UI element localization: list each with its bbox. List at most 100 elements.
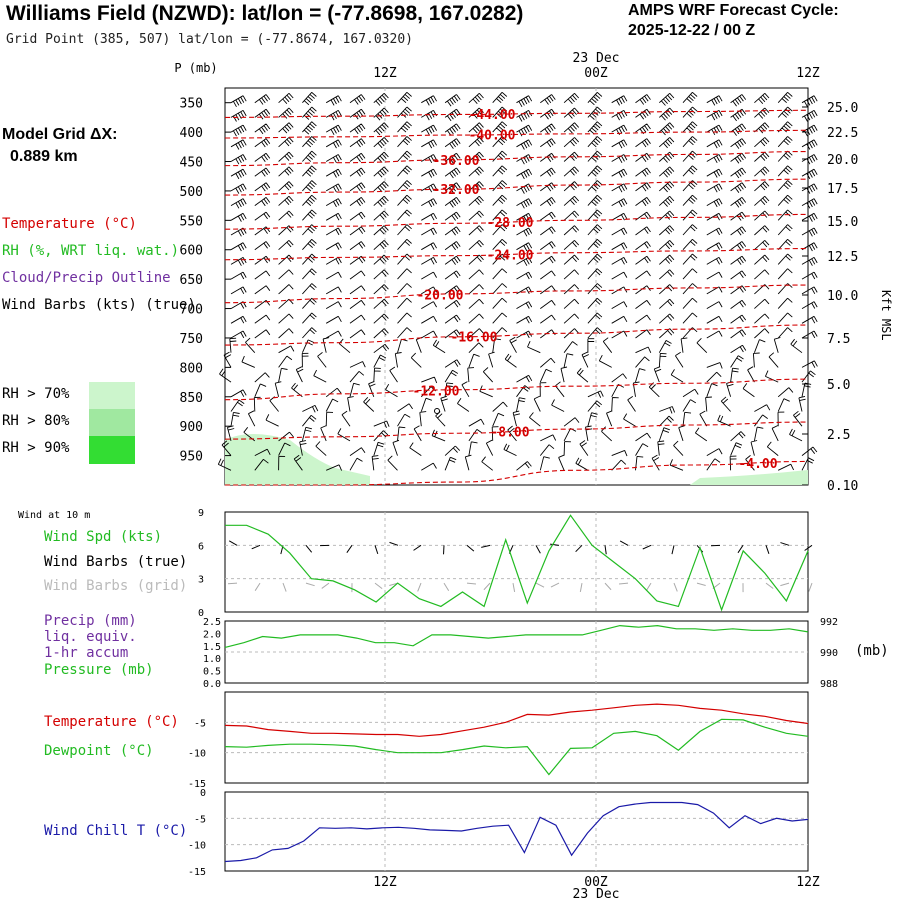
kft-tick-label: 5.0 [827,378,850,393]
wind-barb [230,271,247,280]
wind-barb [777,411,785,427]
wind-barb-grid [305,582,315,587]
wind-barb-true [374,545,379,555]
wind-barb [341,410,351,427]
wind-barb [468,181,484,192]
wind-barb [587,209,603,221]
wind-barb [302,136,317,148]
wind-barb-true [413,544,422,551]
grid-point-subtitle: Grid Point (385, 507) lat/lon = (-77.867… [6,32,413,47]
wind-barb [563,313,580,324]
wind-barb [492,209,508,221]
isotherm-label: -36.00 [433,154,480,169]
wind-barb [229,337,237,353]
wind-barb [611,449,628,457]
wind-barb [295,366,304,383]
wind-barb [397,136,412,148]
kft-tick-label: 25.0 [827,101,858,116]
wind-barb [527,341,541,354]
precip-tick-label: 0.0 [203,679,221,690]
wind-barb [635,255,651,265]
wind-barb-true [642,544,652,550]
wind-barb [516,257,533,266]
precip-tick-label: 1.5 [203,642,221,653]
pressure-tick-label: 600 [180,244,203,259]
wind-barb [302,414,317,427]
wind-barb [706,383,718,397]
wind-barb [349,94,366,105]
wind-barb [682,136,698,148]
wind-barb [397,413,411,427]
isotherm-label: -4.00 [738,457,777,472]
wind-barb [754,166,770,177]
wind-barb [682,91,698,104]
wind-barb-grid [808,582,813,592]
wind-barb [302,404,319,413]
wind-barb [635,346,652,354]
wind-barb [349,167,366,177]
wind-barb [254,108,271,120]
wind-barb [801,183,818,194]
wind-barb-true [671,545,675,555]
wind-barb [669,459,684,471]
wind-tick-label: 0 [198,608,204,619]
wind-barb [302,327,317,339]
wind-barb [611,168,628,178]
dewpoint-line [224,718,809,776]
wind-barb [658,225,675,236]
wind-barb [509,336,517,353]
wind-barb [371,455,379,471]
wind-barb [801,139,818,150]
wind-barb [801,242,818,252]
wind-barb [730,270,747,280]
wind-barb [221,440,232,456]
wind-barb [540,300,556,309]
wind-barb [730,211,747,221]
wind-barb [349,211,366,221]
wind-barb [754,328,770,339]
wind-barb [753,339,766,353]
wind-barb [421,139,437,149]
isotherm-label: -28.00 [487,216,534,231]
wind-barb [278,313,294,324]
wind-barb [468,92,484,104]
wind-barb [278,284,294,295]
wind-barb [278,151,294,162]
wind-barb [801,227,818,237]
wind-barb [516,461,532,471]
wind-barb [254,270,271,280]
wind-barb [658,269,675,280]
wind-barb [516,271,533,280]
wind-barb [488,351,495,368]
wind-barb [540,255,556,265]
wind-barb [492,412,505,427]
wind-barb [444,241,461,251]
wind-barb [680,337,688,353]
wind-barb [444,123,461,136]
wind-barb [563,122,580,134]
wind-tick-label: 3 [198,575,204,586]
wind-barb [730,344,747,354]
wind-barb [373,313,389,324]
wind-barb [482,367,494,383]
wind-barb [468,342,484,354]
wind-barb [658,137,675,149]
wind-barb [394,352,402,368]
wind-barb [801,286,818,295]
wind-barb [254,383,267,397]
wind-barb [492,238,508,251]
wind-barb [421,95,437,106]
wind-barb [730,94,747,107]
wind-barb [729,455,737,471]
model-grid-value: 0.889 km [10,148,78,165]
isotherm-line [224,150,809,167]
wind-barb [504,353,517,368]
wind-barb [635,455,644,471]
pressure-tick-label-right: 992 [820,617,838,628]
wind-barb-grid [780,582,790,587]
wind-barb [635,197,651,207]
wind-barb [611,330,628,339]
wind-barb-grid [645,582,652,592]
isotherm-line [224,129,809,139]
wind-barb [226,425,235,442]
